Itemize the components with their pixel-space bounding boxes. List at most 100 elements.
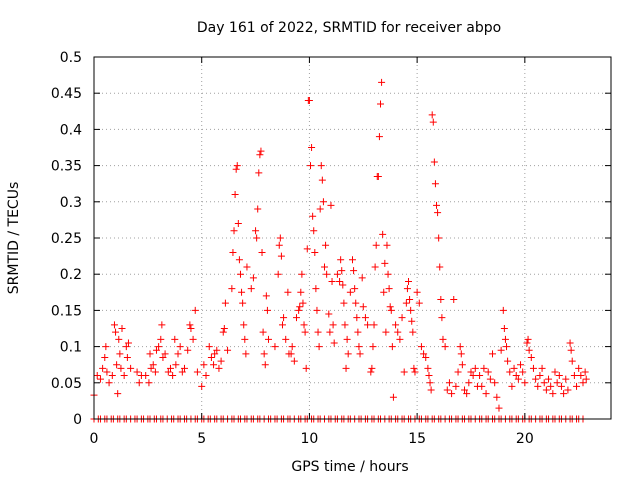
data-point <box>564 386 572 394</box>
data-point <box>169 372 177 380</box>
data-point <box>458 361 466 369</box>
data-point <box>161 350 169 358</box>
data-point <box>102 343 110 351</box>
x-tick-label: 20 <box>516 431 534 447</box>
data-point <box>110 321 118 329</box>
data-point <box>336 277 344 285</box>
data-point <box>114 390 122 398</box>
data-point <box>409 328 417 336</box>
data-point <box>122 343 130 351</box>
data-point <box>540 379 548 387</box>
data-point <box>155 343 163 351</box>
data-point <box>284 288 292 296</box>
data-point <box>431 180 439 188</box>
data-point <box>465 379 473 387</box>
data-point <box>228 285 236 293</box>
data-point <box>152 346 160 354</box>
x-tick-label: 15 <box>408 431 426 447</box>
axis-ticks: 0 0.05 0.1 0.15 0.2 0.25 0.3 0.35 0.4 0.45 0.5 0 5 10… <box>51 50 611 447</box>
data-point <box>316 205 324 213</box>
data-point <box>486 375 494 383</box>
data-point <box>568 357 576 365</box>
data-point <box>581 368 589 376</box>
data-point <box>439 335 447 343</box>
data-point <box>350 267 358 275</box>
data-point <box>252 227 260 235</box>
data-point <box>247 285 255 293</box>
data-point <box>282 335 290 343</box>
data-point <box>305 96 313 104</box>
data-point <box>287 350 295 358</box>
data-point <box>354 328 362 336</box>
data-point <box>523 339 531 347</box>
data-point <box>448 390 456 398</box>
data-point <box>344 350 352 358</box>
data-point <box>343 335 351 343</box>
data-point <box>320 263 328 271</box>
data-point <box>381 259 389 267</box>
data-point <box>413 288 421 296</box>
data-point <box>389 393 397 401</box>
data-point <box>241 335 249 343</box>
data-point <box>302 364 310 372</box>
data-point <box>295 306 303 314</box>
chart-title: Day 161 of 2022, SRMTID for receiver abp… <box>197 20 501 36</box>
data-point <box>405 277 413 285</box>
data-point <box>545 375 553 383</box>
data-point <box>341 321 349 329</box>
data-point <box>117 364 125 372</box>
data-point <box>232 165 240 173</box>
data-point <box>239 299 247 307</box>
data-point <box>315 343 323 351</box>
data-point <box>205 343 213 351</box>
data-point <box>312 285 320 293</box>
data-point <box>512 372 520 380</box>
data-point <box>388 343 396 351</box>
data-point <box>361 314 369 322</box>
data-point <box>215 364 223 372</box>
data-point <box>311 248 319 256</box>
data-point <box>238 288 246 296</box>
data-point <box>318 176 326 184</box>
data-point <box>108 372 116 380</box>
data-point <box>230 227 238 235</box>
data-point <box>210 361 218 369</box>
data-point <box>497 346 505 354</box>
data-point <box>309 212 317 220</box>
data-point <box>367 368 375 376</box>
data-point <box>532 375 540 383</box>
data-point <box>534 382 542 390</box>
data-point <box>519 368 527 376</box>
grid <box>94 57 611 419</box>
data-point <box>240 321 248 329</box>
data-point <box>174 350 182 358</box>
y-tick-label: 0.15 <box>51 303 82 319</box>
data-point <box>329 321 337 329</box>
data-point <box>387 306 395 314</box>
data-point <box>549 390 557 398</box>
data-point <box>298 270 306 278</box>
data-point <box>290 357 298 365</box>
data-point <box>392 321 400 329</box>
data-point <box>217 357 225 365</box>
data-point <box>406 296 414 304</box>
data-point <box>101 353 109 361</box>
data-point <box>506 368 514 376</box>
data-point <box>489 350 497 358</box>
data-point <box>417 343 425 351</box>
y-tick-label: 0.35 <box>51 159 82 175</box>
data-point <box>123 353 131 361</box>
data-point <box>368 364 376 372</box>
data-point <box>557 382 565 390</box>
data-point <box>529 364 537 372</box>
data-point <box>503 343 511 351</box>
data-point <box>112 328 120 336</box>
data-point <box>207 353 215 361</box>
data-point <box>337 256 345 264</box>
data-point <box>257 147 265 155</box>
data-point <box>454 368 462 376</box>
data-point <box>164 368 172 376</box>
data-point <box>255 169 263 177</box>
